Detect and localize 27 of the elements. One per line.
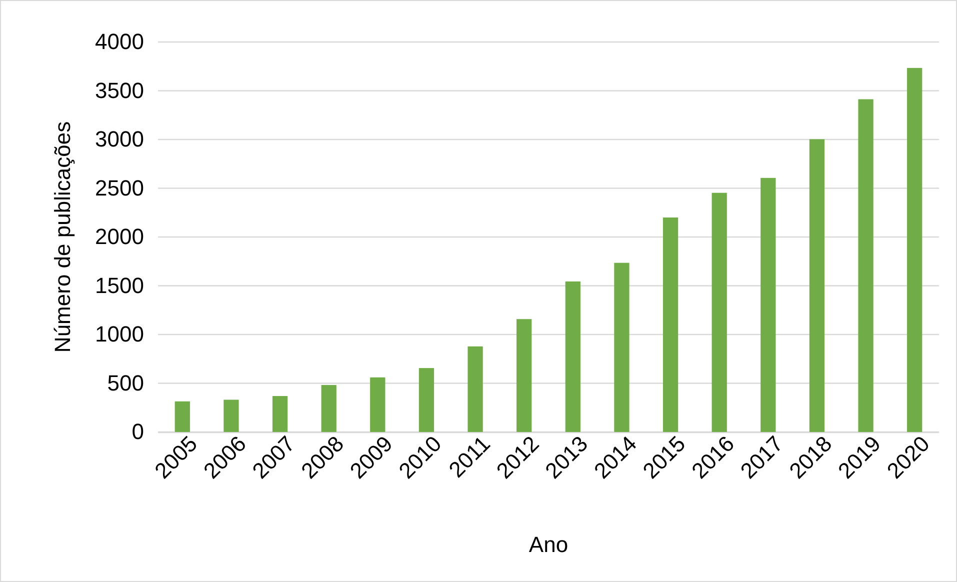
bar xyxy=(174,401,190,432)
bar xyxy=(662,218,678,432)
y-tick-label: 3000 xyxy=(95,126,144,152)
bar xyxy=(614,262,630,432)
bar xyxy=(468,346,483,432)
bar xyxy=(516,319,532,432)
y-tick-label: 500 xyxy=(107,370,144,396)
bar xyxy=(418,368,434,432)
y-tick-label: 2000 xyxy=(95,224,144,250)
y-tick-label: 2500 xyxy=(95,175,144,200)
y-axis-title: Número de publicações xyxy=(50,121,75,353)
bar xyxy=(858,99,874,432)
bar xyxy=(712,192,727,432)
y-tick-label: 4000 xyxy=(95,29,144,54)
y-tick-label: 1000 xyxy=(95,322,144,347)
bar xyxy=(907,68,922,432)
bar xyxy=(224,400,239,432)
bar xyxy=(565,281,580,432)
y-tick-label: 1500 xyxy=(95,272,144,298)
bar xyxy=(272,396,288,432)
bar xyxy=(760,178,776,432)
bar xyxy=(809,139,825,432)
x-axis-title: Ano xyxy=(528,532,568,557)
bar xyxy=(370,377,386,432)
y-tick-label: 3500 xyxy=(95,78,144,103)
y-tick-label: 0 xyxy=(132,419,144,444)
bar xyxy=(321,385,336,432)
